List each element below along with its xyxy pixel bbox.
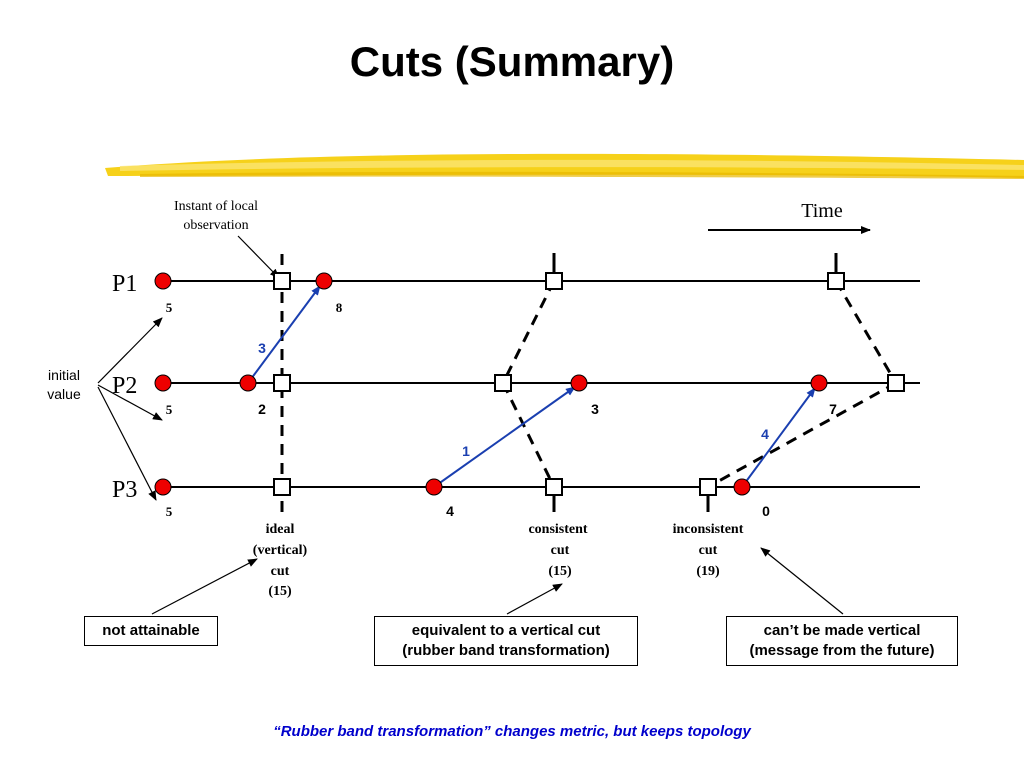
message-arrow-4 xyxy=(741,387,816,488)
initial-value-label-line2: value xyxy=(47,386,81,402)
message-label-4: 4 xyxy=(761,426,769,442)
cut-point-inconsistent-p1 xyxy=(827,272,845,290)
value-p2-after-send: 2 xyxy=(258,401,266,417)
inconsistent-cut-label-line1: inconsistent xyxy=(673,522,744,537)
observation-label-line1: Instant of local xyxy=(174,199,258,214)
event-p1-receive-3 xyxy=(315,272,333,290)
not-attainable-text: not attainable xyxy=(102,622,200,639)
inconsistent-cut-segment-lower xyxy=(707,381,897,489)
consistent-cut-segment-lower xyxy=(501,382,556,488)
ideal-cut-label-line3: cut xyxy=(271,564,290,579)
cut-point-inconsistent-p2 xyxy=(887,374,905,392)
process-label-p3: P3 xyxy=(112,477,137,503)
callout-arrow-cannot-vertical xyxy=(760,547,844,615)
observation-label-line2: observation xyxy=(183,218,248,233)
inconsistent-cut-label: inconsistent cut (19) xyxy=(673,522,744,579)
process-label-p1: P1 xyxy=(112,271,137,297)
value-p2-after-receive-4: 7 xyxy=(829,401,837,417)
value-p2-after-receive-1: 3 xyxy=(591,401,599,417)
initial-value-p3: 5 xyxy=(166,504,173,519)
cut-point-inconsistent-p3 xyxy=(699,478,717,496)
callout-arrow-not-attainable xyxy=(151,558,258,615)
event-p1-initial xyxy=(154,272,172,290)
initial-value-p2: 5 xyxy=(166,402,173,417)
inconsistent-cut-label-line3: (19) xyxy=(696,564,720,579)
highlighter-stroke xyxy=(105,153,1024,179)
event-p2-initial xyxy=(154,374,172,392)
consistent-cut-label-line3: (15) xyxy=(548,564,572,579)
equivalent-box: equivalent to a vertical cut (rubber ban… xyxy=(374,616,638,666)
consistent-cut-label-line1: consistent xyxy=(528,522,587,537)
cannot-vertical-text-line2: (message from the future) xyxy=(749,642,935,659)
cut-point-ideal-p3 xyxy=(273,478,291,496)
event-p3-send-4 xyxy=(733,478,751,496)
equivalent-text-line1: equivalent to a vertical cut xyxy=(411,622,601,639)
message-arrow-3 xyxy=(247,285,321,384)
callout-arrow-equivalent xyxy=(506,583,563,615)
cannot-vertical-box: can’t be made vertical (message from the… xyxy=(726,616,958,666)
cut-point-consistent-p3 xyxy=(545,478,563,496)
ideal-cut-label-line4: (15) xyxy=(268,584,292,599)
page-title: Cuts (Summary) xyxy=(349,38,675,85)
initial-value-p1: 5 xyxy=(166,300,173,315)
consistent-cut-label: consistent cut (15) xyxy=(528,522,587,579)
cannot-vertical-text-line1: can’t be made vertical xyxy=(763,622,921,639)
not-attainable-box: not attainable xyxy=(84,616,218,646)
initial-value-label-line1: initial xyxy=(48,367,80,383)
inconsistent-cut-label-line2: cut xyxy=(699,543,718,558)
message-arrow-1 xyxy=(433,386,576,488)
event-p2-receive-4 xyxy=(810,374,828,392)
value-p3-after-send-4: 0 xyxy=(762,503,770,519)
time-label: Time xyxy=(801,200,843,222)
event-p2-send-3 xyxy=(239,374,257,392)
initial-value-arrow-p1 xyxy=(97,317,163,384)
ideal-cut-label-line1: ideal xyxy=(266,522,295,537)
consistent-cut-segment-upper xyxy=(501,280,556,384)
cut-point-consistent-p1 xyxy=(545,272,563,290)
footer-note: “Rubber band transformation” changes met… xyxy=(273,723,751,740)
initial-value-arrow-p2 xyxy=(97,384,163,421)
ideal-cut-label-line2: (vertical) xyxy=(253,543,308,558)
equivalent-text-line2: (rubber band transformation) xyxy=(402,642,610,659)
message-label-3: 3 xyxy=(258,340,266,356)
event-p3-send-1 xyxy=(425,478,443,496)
cut-point-ideal-p2 xyxy=(273,374,291,392)
inconsistent-cut-segment-upper xyxy=(834,280,898,384)
observation-arrow xyxy=(237,235,280,279)
value-p3-after-send-1: 4 xyxy=(446,503,454,519)
cut-point-consistent-p2 xyxy=(494,374,512,392)
event-p2-receive-1 xyxy=(570,374,588,392)
initial-value-arrow-p3 xyxy=(97,386,157,501)
message-label-1: 1 xyxy=(462,443,470,459)
cut-point-ideal-p1 xyxy=(273,272,291,290)
consistent-cut-label-line2: cut xyxy=(551,543,570,558)
event-p3-initial xyxy=(154,478,172,496)
ideal-cut-label: ideal (vertical) cut (15) xyxy=(253,522,308,599)
value-p1-after-receive: 8 xyxy=(336,300,343,315)
